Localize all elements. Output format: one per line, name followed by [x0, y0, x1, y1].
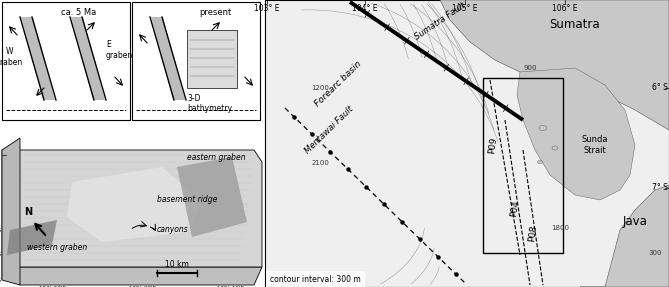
Text: N: N — [24, 207, 32, 217]
Text: 6° S: 6° S — [652, 84, 668, 92]
Polygon shape — [7, 220, 57, 255]
Text: 900: 900 — [523, 65, 537, 71]
Text: 105° E: 105° E — [452, 4, 478, 13]
Text: P08: P08 — [527, 224, 539, 242]
Polygon shape — [21, 17, 55, 100]
Polygon shape — [71, 17, 105, 100]
Bar — [132, 2, 260, 120]
Text: basement ridge: basement ridge — [157, 195, 217, 205]
Text: western graben: western graben — [27, 243, 87, 251]
Ellipse shape — [539, 125, 547, 131]
Text: 1800: 1800 — [551, 225, 569, 231]
Text: 10 km: 10 km — [165, 260, 189, 269]
Text: P09: P09 — [488, 136, 498, 154]
Text: Sunda
Strait: Sunda Strait — [582, 135, 608, 155]
Polygon shape — [580, 185, 669, 287]
Text: present: present — [199, 8, 231, 17]
Text: P04: P04 — [509, 199, 520, 217]
Bar — [483, 78, 563, 253]
Ellipse shape — [552, 146, 558, 150]
Text: 106° E: 106° E — [552, 4, 578, 13]
Ellipse shape — [537, 160, 543, 164]
Polygon shape — [517, 68, 635, 200]
Text: Sumatra: Sumatra — [550, 18, 600, 31]
Text: 7° S: 7° S — [652, 183, 668, 193]
Text: W
graben: W graben — [0, 47, 23, 67]
Bar — [187, 30, 237, 88]
Text: 6° 20'S: 6° 20'S — [0, 278, 1, 282]
Polygon shape — [2, 138, 20, 285]
Text: E
graben: E graben — [106, 40, 133, 60]
Text: Sumatra Fault: Sumatra Fault — [413, 1, 467, 42]
Text: 1200: 1200 — [311, 85, 329, 91]
Text: 104° 50'E: 104° 50'E — [39, 286, 66, 287]
Polygon shape — [67, 167, 202, 242]
Text: 300: 300 — [648, 250, 662, 256]
Bar — [265, 0, 669, 287]
Text: -2000: -2000 — [0, 152, 1, 158]
Text: 2100: 2100 — [311, 160, 329, 166]
Text: 103° E: 103° E — [254, 4, 280, 13]
Text: 104° E: 104° E — [353, 4, 378, 13]
Text: canyons: canyons — [157, 224, 189, 234]
Text: 6° 40'S: 6° 40'S — [0, 228, 1, 232]
Bar — [2, 2, 130, 120]
Text: 3-D
bathymetry: 3-D bathymetry — [187, 94, 232, 113]
Text: 105° 00'E: 105° 00'E — [128, 286, 155, 287]
Text: Mentawai Fault: Mentawai Fault — [303, 104, 355, 155]
Text: Java: Java — [623, 215, 648, 228]
Polygon shape — [12, 267, 262, 285]
Text: eastern graben: eastern graben — [187, 152, 246, 162]
Text: contour interval: 300 m: contour interval: 300 m — [270, 275, 361, 284]
Text: Forearc basin: Forearc basin — [313, 59, 363, 108]
Polygon shape — [440, 0, 669, 130]
Text: 6° 30'S: 6° 30'S — [0, 253, 1, 257]
Polygon shape — [151, 17, 185, 100]
Text: 105° 10'E: 105° 10'E — [217, 286, 244, 287]
Polygon shape — [177, 157, 247, 237]
Text: ca. 5 Ma: ca. 5 Ma — [61, 8, 96, 17]
Polygon shape — [2, 150, 262, 280]
